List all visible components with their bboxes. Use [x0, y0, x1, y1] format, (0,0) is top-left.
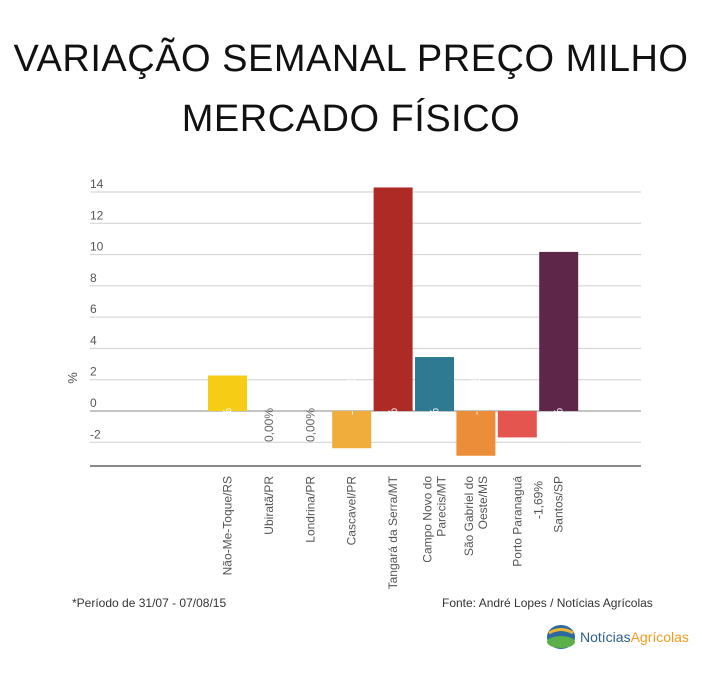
category-label: Porto Paranaguá	[510, 476, 524, 567]
bar-chart: 14 12 10 8 6 4 2 0 -2% 2,27% Não-Me-Toque/RS 0,00% U…	[65, 177, 641, 589]
y-tick-label: 14	[90, 177, 104, 191]
bar	[497, 411, 537, 438]
chart-title-line-2: MERCADO FÍSICO	[181, 98, 521, 140]
bar-value-label: 2,27%	[221, 408, 235, 442]
bar-value-label: -2,38%	[345, 377, 359, 415]
chart-title-line-1: VARIAÇÃO SEMANAL PREÇO MILHO	[13, 38, 689, 80]
category-label: Cascavel/PR	[345, 476, 359, 546]
category-label: Ubiratã/PR	[262, 476, 276, 535]
bar	[208, 375, 247, 411]
y-tick-label: 12	[90, 208, 104, 222]
bar-value-label: 3,45%	[428, 408, 442, 442]
source-footnote: Fonte: André Lopes / Notícias Agrícolas	[442, 596, 653, 610]
y-tick-label: 6	[90, 302, 97, 316]
logo-text-part2: Agrícolas	[630, 629, 689, 645]
globe-icon	[547, 625, 575, 649]
bar	[539, 251, 579, 411]
y-axis-label: %	[65, 372, 80, 384]
category-label: São Gabriel do	[462, 476, 476, 556]
bar	[415, 357, 454, 411]
y-tick-label: 4	[90, 333, 97, 347]
category-label: Tangará da Serra/MT	[386, 475, 400, 589]
category-label: Não-Me-Toque/RS	[221, 476, 235, 575]
y-tick-label: 10	[90, 240, 104, 254]
bar	[456, 411, 496, 456]
category-label: Parecis/MT	[435, 475, 449, 536]
category-label: Santos/SP	[552, 476, 566, 533]
bar-value-label: -2,86%	[469, 377, 483, 415]
category-label: Oeste/MS	[476, 476, 490, 529]
bar	[373, 187, 413, 411]
category-label: Campo Novo do	[421, 476, 435, 563]
y-tick-label: -2	[90, 427, 101, 441]
logo-text-part1: Notícias	[580, 629, 631, 645]
noticias-agricolas-logo: NotíciasAgrícolas	[546, 624, 689, 650]
bar-value-label: 0,00%	[303, 408, 317, 442]
period-footnote: *Período de 31/07 - 07/08/15	[72, 596, 227, 610]
bar-value-label: 10,17%	[552, 408, 566, 449]
y-tick-label: 0	[90, 396, 97, 410]
y-tick-label: 2	[90, 365, 97, 379]
y-tick-label: 8	[90, 271, 97, 285]
logo-text: NotíciasAgrícolas	[580, 629, 689, 645]
bar-value-label: 0,00%	[262, 408, 276, 442]
bar-value-label: 14,29%	[386, 408, 400, 449]
category-label: Londrina/PR	[303, 476, 317, 543]
bar-value-label: -1,69%	[531, 481, 545, 519]
bar	[332, 411, 372, 449]
